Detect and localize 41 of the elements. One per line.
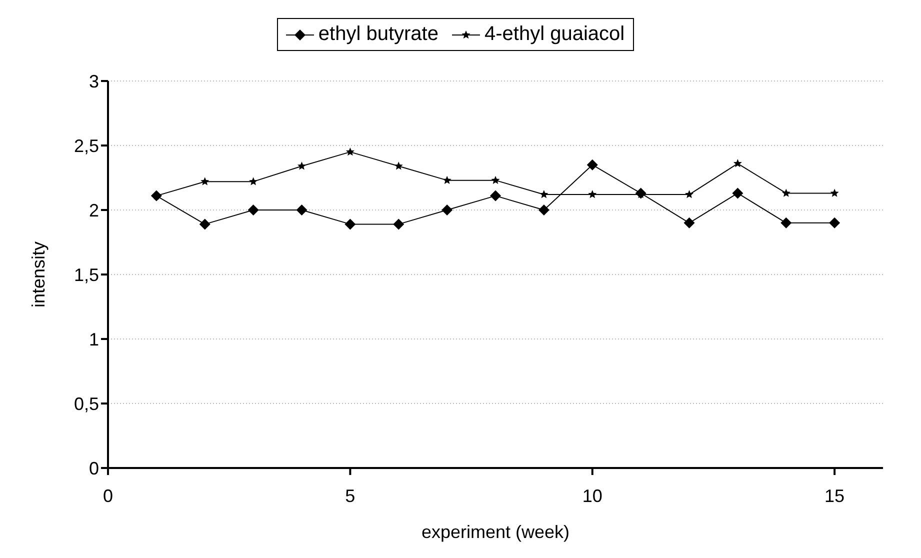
y-tick-label: 2,5 <box>74 136 99 156</box>
y-tick-label: 2 <box>88 200 99 220</box>
point <box>200 177 210 186</box>
x-tick-label: 5 <box>345 486 356 506</box>
point <box>344 218 356 230</box>
point <box>684 217 695 228</box>
x-tick-label: 10 <box>582 486 602 506</box>
y-tick-label: 1,5 <box>74 264 99 285</box>
x-tick-label: 0 <box>102 486 114 506</box>
point <box>588 190 597 198</box>
y-tick-label: 0 <box>88 458 99 478</box>
point <box>346 147 354 156</box>
point <box>540 190 548 198</box>
point <box>586 159 598 170</box>
y-axis-title: intensity <box>28 241 48 308</box>
point <box>829 217 840 228</box>
y-tick-label: 0,5 <box>74 394 99 414</box>
point <box>442 204 453 216</box>
point <box>442 176 452 184</box>
x-tick-label: 15 <box>824 486 845 506</box>
point <box>393 218 404 230</box>
point <box>491 176 500 184</box>
point <box>248 204 259 216</box>
legend-label: 4-ethyl guaiacol <box>483 23 625 46</box>
y-tick-label: 1 <box>88 329 99 350</box>
point <box>490 190 501 202</box>
point <box>780 217 792 228</box>
point <box>394 162 403 170</box>
point <box>684 190 694 198</box>
point <box>249 177 258 186</box>
x-axis-title: experiment (week) <box>421 522 570 542</box>
legend-label: ethyl butyrate <box>317 23 438 46</box>
point <box>538 204 550 216</box>
point <box>782 188 790 197</box>
point <box>830 188 839 197</box>
point <box>732 188 744 199</box>
point <box>297 162 306 170</box>
point <box>296 204 308 216</box>
y-tick-label: 3 <box>88 71 99 92</box>
point <box>199 218 210 230</box>
point <box>733 159 742 168</box>
